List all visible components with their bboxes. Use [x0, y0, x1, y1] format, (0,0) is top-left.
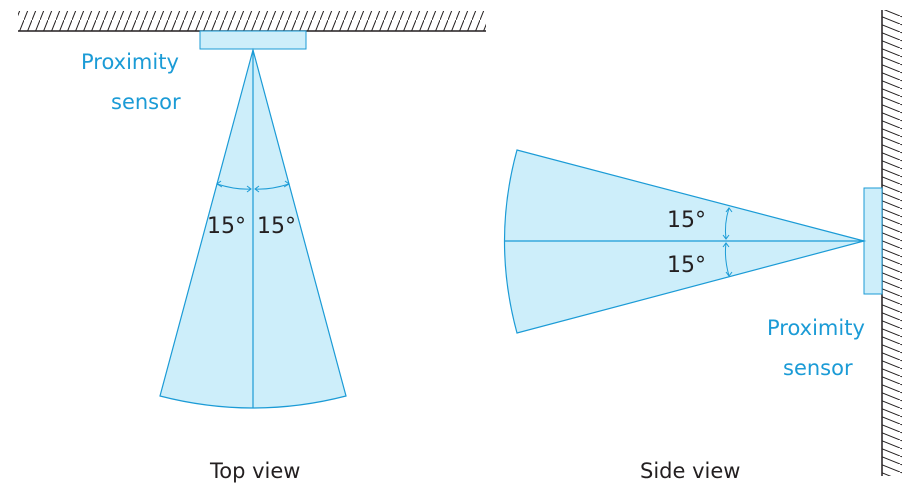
- side-view-angle-arc-upper: [724, 207, 730, 240]
- top-view-caption: Top view: [210, 459, 301, 483]
- top-view-sensor-label-line2: sensor: [111, 90, 181, 114]
- side-view-wall-hatch: [882, 10, 902, 476]
- top-view-sensor: [199, 30, 307, 50]
- side-view-caption: Side view: [640, 459, 741, 483]
- top-view-angle-left-label: 15°: [207, 214, 246, 239]
- side-view-sensor: [863, 187, 883, 295]
- top-view-arrowhead-right-outer: [283, 180, 290, 188]
- top-view-arrowhead-left-outer: [216, 180, 223, 188]
- side-view-sensor-label-line1: Proximity: [767, 316, 865, 340]
- side-view-angle-arc-lower: [724, 242, 730, 277]
- top-view-sensor-label-line1: Proximity: [81, 50, 179, 74]
- side-view-sensor-label-line2: sensor: [783, 356, 853, 380]
- top-view-arrowhead-right-inner: [254, 185, 260, 193]
- side-view-arrowhead-lower-inner: [722, 242, 730, 248]
- top-view-angle-arc-right: [254, 183, 290, 190]
- top-view-arrowhead-left-inner: [246, 185, 252, 193]
- side-view-group: [503, 10, 902, 476]
- top-view-ceiling-hatch: [18, 11, 486, 31]
- top-view-angle-arc-left: [216, 183, 252, 190]
- side-view-arrowhead-upper-outer: [725, 207, 733, 213]
- side-view-angle-lower-label: 15°: [667, 253, 706, 278]
- side-view-angle-upper-label: 15°: [667, 208, 706, 233]
- top-view-group: [18, 11, 486, 409]
- side-view-arrowhead-upper-inner: [722, 234, 730, 240]
- side-view-arrowhead-lower-outer: [725, 271, 733, 277]
- top-view-angle-right-label: 15°: [257, 214, 296, 239]
